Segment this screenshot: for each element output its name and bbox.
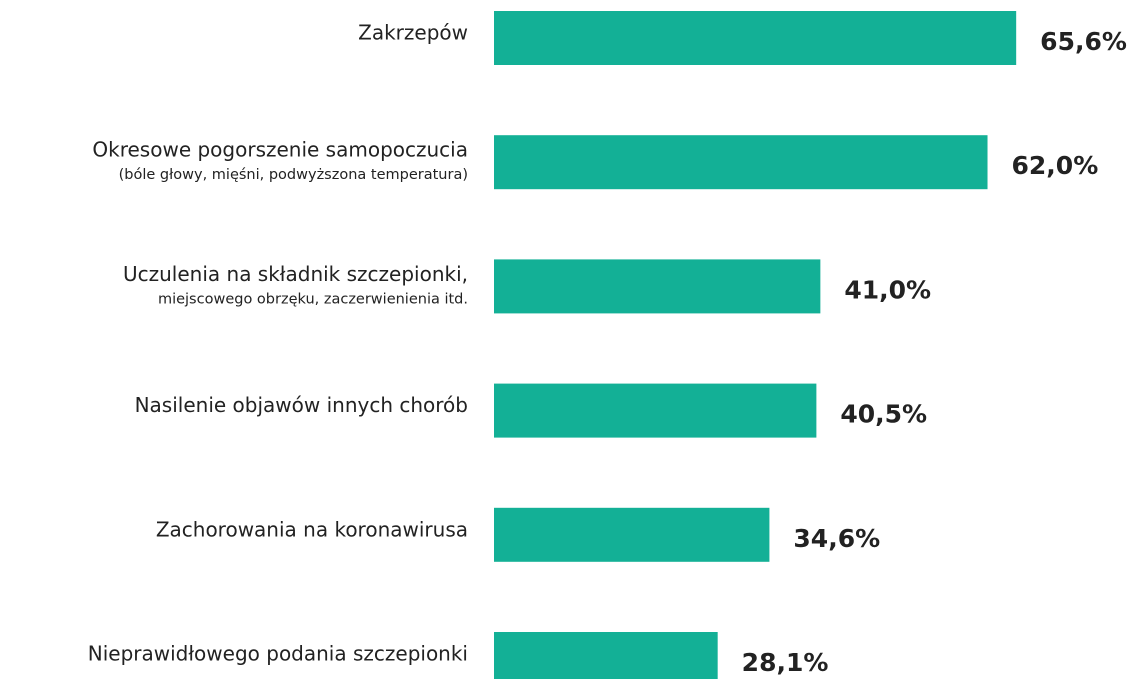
- value-label: 41,0%: [844, 275, 931, 304]
- category-label: Nasilenie objawów innych chorób: [135, 393, 468, 417]
- bar: [494, 259, 821, 314]
- value-label: 34,6%: [793, 524, 880, 553]
- value-label: 62,0%: [1012, 151, 1099, 180]
- bar: [494, 383, 817, 438]
- category-detail: miejscowego obrzęku, zaczerwienienia itd…: [158, 291, 468, 307]
- value-label: 28,1%: [742, 648, 829, 677]
- category-label: Nieprawidłowego podania szczepionki: [88, 642, 468, 666]
- category-label: Okresowe pogorszenie samopoczucia: [92, 138, 468, 162]
- category-label: Zakrzepów: [358, 21, 468, 45]
- value-label: 40,5%: [840, 400, 927, 429]
- bar: [494, 632, 718, 679]
- category-detail: (bóle głowy, mięśni, podwyższona tempera…: [119, 167, 468, 183]
- category-label: Uczulenia na składnik szczepionki,: [123, 262, 468, 286]
- category-label: Zachorowania na koronawirusa: [156, 517, 468, 541]
- bar: [494, 135, 988, 190]
- bar: [494, 507, 770, 562]
- value-label: 65,6%: [1040, 27, 1127, 56]
- bar: [494, 11, 1017, 65]
